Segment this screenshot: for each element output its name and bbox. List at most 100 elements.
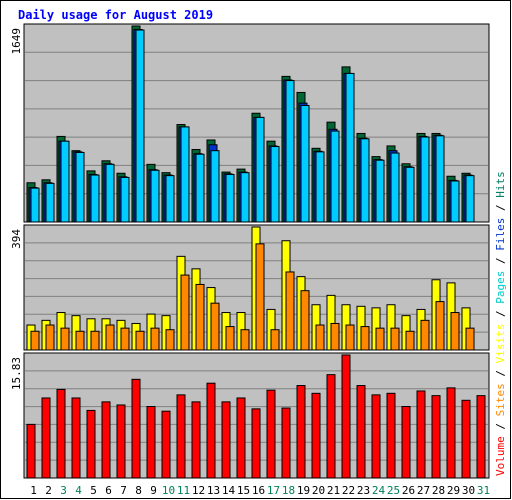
bar-pages-day-21 — [330, 130, 340, 223]
x-tick-label-day-5: 5 — [90, 484, 97, 497]
scale-label: 394 — [10, 229, 23, 249]
bar-volume-day-3 — [56, 388, 66, 479]
bar-sites-day-14 — [225, 326, 235, 351]
panel-hits-files-pages: 1649 — [10, 23, 490, 223]
x-tick-label-day-16: 16 — [252, 484, 265, 497]
bar-sites-day-27 — [420, 319, 430, 351]
bar-pages-day-5 — [90, 174, 100, 223]
x-tick-label-day-13: 13 — [207, 484, 220, 497]
legend-pages: Pages — [494, 271, 507, 304]
x-tick-label-day-6: 6 — [105, 484, 112, 497]
bar-sites-day-25 — [390, 327, 400, 351]
bar-volume-day-19 — [296, 385, 306, 479]
bar-volume-day-14 — [221, 401, 231, 479]
x-tick-label-day-12: 12 — [192, 484, 205, 497]
bar-volume-day-4 — [71, 397, 81, 479]
x-axis-labels: 1 2 3 4 5 6 7 8 9 10 11 12 13 14 15 16 17 18 19 20 21 22 23 24 2… — [30, 484, 490, 497]
bar-sites-day-22 — [345, 324, 355, 351]
x-tick-label-day-9: 9 — [150, 484, 157, 497]
bar-sites-day-4 — [75, 330, 85, 351]
bar-volume-day-12 — [191, 401, 201, 479]
x-tick-label-day-25: 25 — [387, 484, 400, 497]
bar-volume-day-10 — [161, 410, 171, 479]
x-tick-label-day-28: 28 — [432, 484, 445, 497]
chart-legend: Volume / Sites / Visits / Pages / Files … — [494, 171, 507, 476]
x-tick-label-day-3: 3 — [60, 484, 67, 497]
legend-sites: Sites — [494, 383, 507, 416]
bar-pages-day-2 — [45, 182, 55, 223]
bar-volume-day-16 — [251, 408, 261, 479]
bar-sites-day-20 — [315, 324, 325, 351]
bar-sites-day-5 — [90, 330, 100, 351]
legend-separator: / — [494, 198, 507, 218]
bar-volume-day-21 — [326, 374, 336, 479]
bar-pages-day-9 — [150, 169, 160, 223]
bar-volume-day-30 — [461, 399, 471, 479]
x-tick-label-day-26: 26 — [402, 484, 415, 497]
bar-volume-day-13 — [206, 382, 216, 479]
bar-volume-day-31 — [476, 395, 486, 479]
legend-files: Files — [494, 218, 507, 251]
bar-volume-day-28 — [431, 395, 441, 479]
x-tick-label-day-4: 4 — [75, 484, 82, 497]
bar-sites-day-28 — [435, 301, 445, 351]
panel-visits-sites: 394 — [10, 224, 490, 351]
chart-title: Daily usage for August 2019 — [18, 8, 213, 22]
bar-pages-day-18 — [285, 80, 295, 223]
bar-sites-day-7 — [120, 327, 130, 351]
bar-volume-day-1 — [26, 423, 36, 479]
x-tick-label-day-31: 31 — [477, 484, 490, 497]
bar-volume-day-5 — [86, 409, 96, 479]
bar-pages-day-24 — [375, 159, 385, 223]
bar-volume-day-29 — [446, 387, 456, 479]
x-tick-label-day-23: 23 — [357, 484, 370, 497]
bar-pages-day-25 — [390, 152, 400, 223]
bar-sites-day-29 — [450, 312, 460, 351]
bar-pages-day-6 — [105, 163, 115, 223]
legend-separator: / — [494, 416, 507, 436]
chart-panels: 1649 394 15.83 — [10, 23, 490, 479]
x-tick-label-day-18: 18 — [282, 484, 295, 497]
bar-sites-day-1 — [30, 330, 40, 351]
bar-sites-day-26 — [405, 330, 415, 351]
x-tick-label-day-2: 2 — [45, 484, 52, 497]
bar-pages-day-19 — [300, 105, 310, 223]
scale-label: 15.83 — [10, 357, 23, 390]
x-tick-label-day-22: 22 — [342, 484, 355, 497]
bar-volume-day-25 — [386, 392, 396, 479]
bar-sites-day-17 — [270, 329, 280, 351]
x-tick-label-day-17: 17 — [267, 484, 280, 497]
bar-pages-day-10 — [165, 175, 175, 223]
bar-pages-day-8 — [135, 29, 145, 223]
bar-sites-day-13 — [210, 302, 220, 351]
x-tick-label-day-11: 11 — [177, 484, 190, 497]
bar-pages-day-4 — [75, 151, 85, 223]
bar-sites-day-11 — [180, 274, 190, 351]
bar-volume-day-7 — [116, 404, 126, 479]
bar-volume-day-6 — [101, 401, 111, 479]
bar-volume-day-24 — [371, 394, 381, 479]
bar-sites-day-8 — [135, 330, 145, 351]
bar-pages-day-12 — [195, 153, 205, 223]
bar-sites-day-9 — [150, 327, 160, 351]
x-tick-label-day-27: 27 — [417, 484, 430, 497]
x-tick-label-day-14: 14 — [222, 484, 236, 497]
bar-volume-day-2 — [41, 397, 51, 479]
x-tick-label-day-24: 24 — [372, 484, 386, 497]
bar-pages-day-30 — [465, 175, 475, 223]
bar-sites-day-24 — [375, 327, 385, 351]
bar-pages-day-20 — [315, 151, 325, 223]
bar-sites-day-10 — [165, 329, 175, 351]
bar-pages-day-3 — [60, 140, 70, 223]
bar-volume-day-15 — [236, 397, 246, 479]
bar-sites-day-19 — [300, 290, 310, 351]
bar-pages-day-15 — [240, 172, 250, 223]
legend-separator: / — [494, 251, 507, 271]
legend-volume: Volume — [494, 436, 507, 476]
bar-pages-day-27 — [420, 136, 430, 223]
bar-pages-day-14 — [225, 173, 235, 223]
bar-volume-day-22 — [341, 354, 351, 479]
bar-sites-day-3 — [60, 327, 70, 351]
bar-pages-day-16 — [255, 116, 265, 223]
